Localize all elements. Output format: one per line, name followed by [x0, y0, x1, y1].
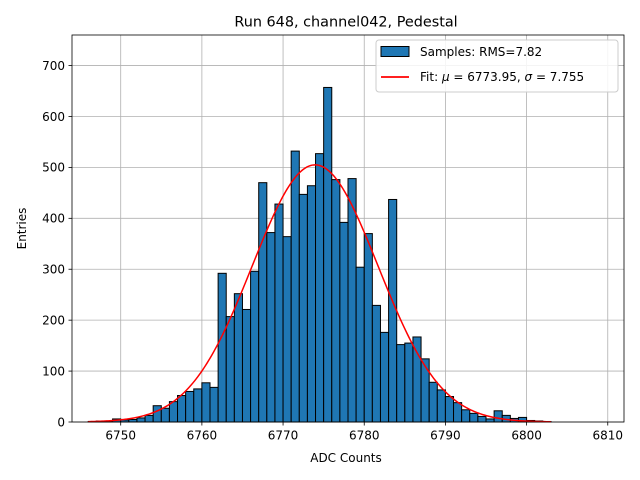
legend: Samples: RMS=7.82 Fit: μ = 6773.95, σ = …	[375, 39, 619, 93]
histogram-bar	[185, 390, 195, 423]
legend-histogram-swatch	[380, 46, 410, 57]
histogram-bar	[363, 233, 373, 423]
y-tick-label: 300	[42, 263, 65, 277]
x-tick-label: 6750	[105, 429, 136, 443]
histogram-bar	[355, 266, 365, 423]
histogram-bar	[282, 236, 292, 423]
histogram-bar	[331, 179, 341, 423]
histogram-bar	[379, 331, 390, 423]
histogram-bar	[444, 396, 455, 423]
histogram-bar	[209, 386, 219, 423]
histogram-bar	[225, 316, 235, 423]
histogram-bar	[177, 395, 187, 423]
histogram-bar	[428, 381, 438, 423]
histogram-bar	[152, 405, 162, 423]
y-axis-ticks: 0 100 200 300 400 500 600 700	[42, 59, 72, 429]
histogram-bar	[306, 185, 317, 423]
histogram-bar	[323, 86, 333, 423]
histogram-bar	[453, 402, 463, 423]
histogram-bar	[461, 409, 471, 423]
histogram-bar	[404, 342, 414, 423]
y-axis-label: Entries	[15, 208, 29, 250]
legend-fit-label: Fit: μ = 6773.95, σ = 7.755	[420, 70, 584, 84]
histogram-bar	[396, 344, 406, 423]
x-tick-label: 6780	[349, 429, 380, 443]
histogram-bar	[241, 308, 252, 423]
legend-histogram-label: Samples: RMS=7.82	[420, 45, 542, 59]
histogram-bar	[412, 336, 422, 423]
histogram-bar	[388, 198, 398, 423]
histogram-bar	[168, 401, 179, 423]
y-tick-label: 400	[42, 212, 65, 226]
histogram-bar	[436, 389, 446, 423]
histogram-bar	[136, 417, 146, 423]
legend-box	[375, 39, 619, 93]
histogram-bar	[233, 293, 243, 423]
histogram-bar	[477, 415, 487, 423]
histogram-bar	[250, 270, 260, 423]
y-tick-label: 600	[42, 110, 65, 124]
histogram-bar	[371, 304, 381, 423]
histogram-bar	[144, 414, 154, 423]
x-axis-ticks: 6750 6760 6770 6780 6790 6800 6810	[105, 422, 623, 443]
histogram-bar	[347, 178, 357, 423]
histogram-bar	[339, 221, 349, 423]
histogram-bar	[201, 382, 211, 423]
y-tick-label: 100	[42, 364, 65, 378]
chart-title: Run 648, channel042, Pedestal	[234, 15, 457, 31]
histogram-bar	[485, 418, 495, 423]
x-tick-label: 6770	[268, 429, 299, 443]
x-tick-label: 6790	[430, 429, 461, 443]
histogram-bar	[493, 410, 503, 423]
histogram-bar	[298, 193, 308, 423]
y-tick-label: 200	[42, 313, 65, 327]
y-tick-label: 500	[42, 161, 65, 175]
y-tick-label: 700	[42, 59, 65, 73]
x-tick-label: 6760	[187, 429, 218, 443]
histogram-bar	[315, 153, 325, 423]
histogram-bar	[420, 358, 430, 423]
histogram-bar	[290, 150, 300, 423]
fit-curve	[88, 164, 551, 423]
x-tick-label: 6800	[511, 429, 542, 443]
histogram-bar	[258, 182, 268, 423]
histogram-bar	[266, 232, 276, 423]
histogram-bar	[160, 407, 170, 423]
histogram-bar	[469, 412, 479, 423]
plot-frame	[71, 34, 625, 423]
y-tick-label: 0	[57, 415, 65, 429]
histogram-bar	[193, 388, 203, 423]
x-axis-label: ADC Counts	[310, 451, 382, 465]
histogram-bar	[274, 203, 284, 423]
histogram-bar	[217, 272, 227, 423]
x-tick-label: 6810	[592, 429, 623, 443]
